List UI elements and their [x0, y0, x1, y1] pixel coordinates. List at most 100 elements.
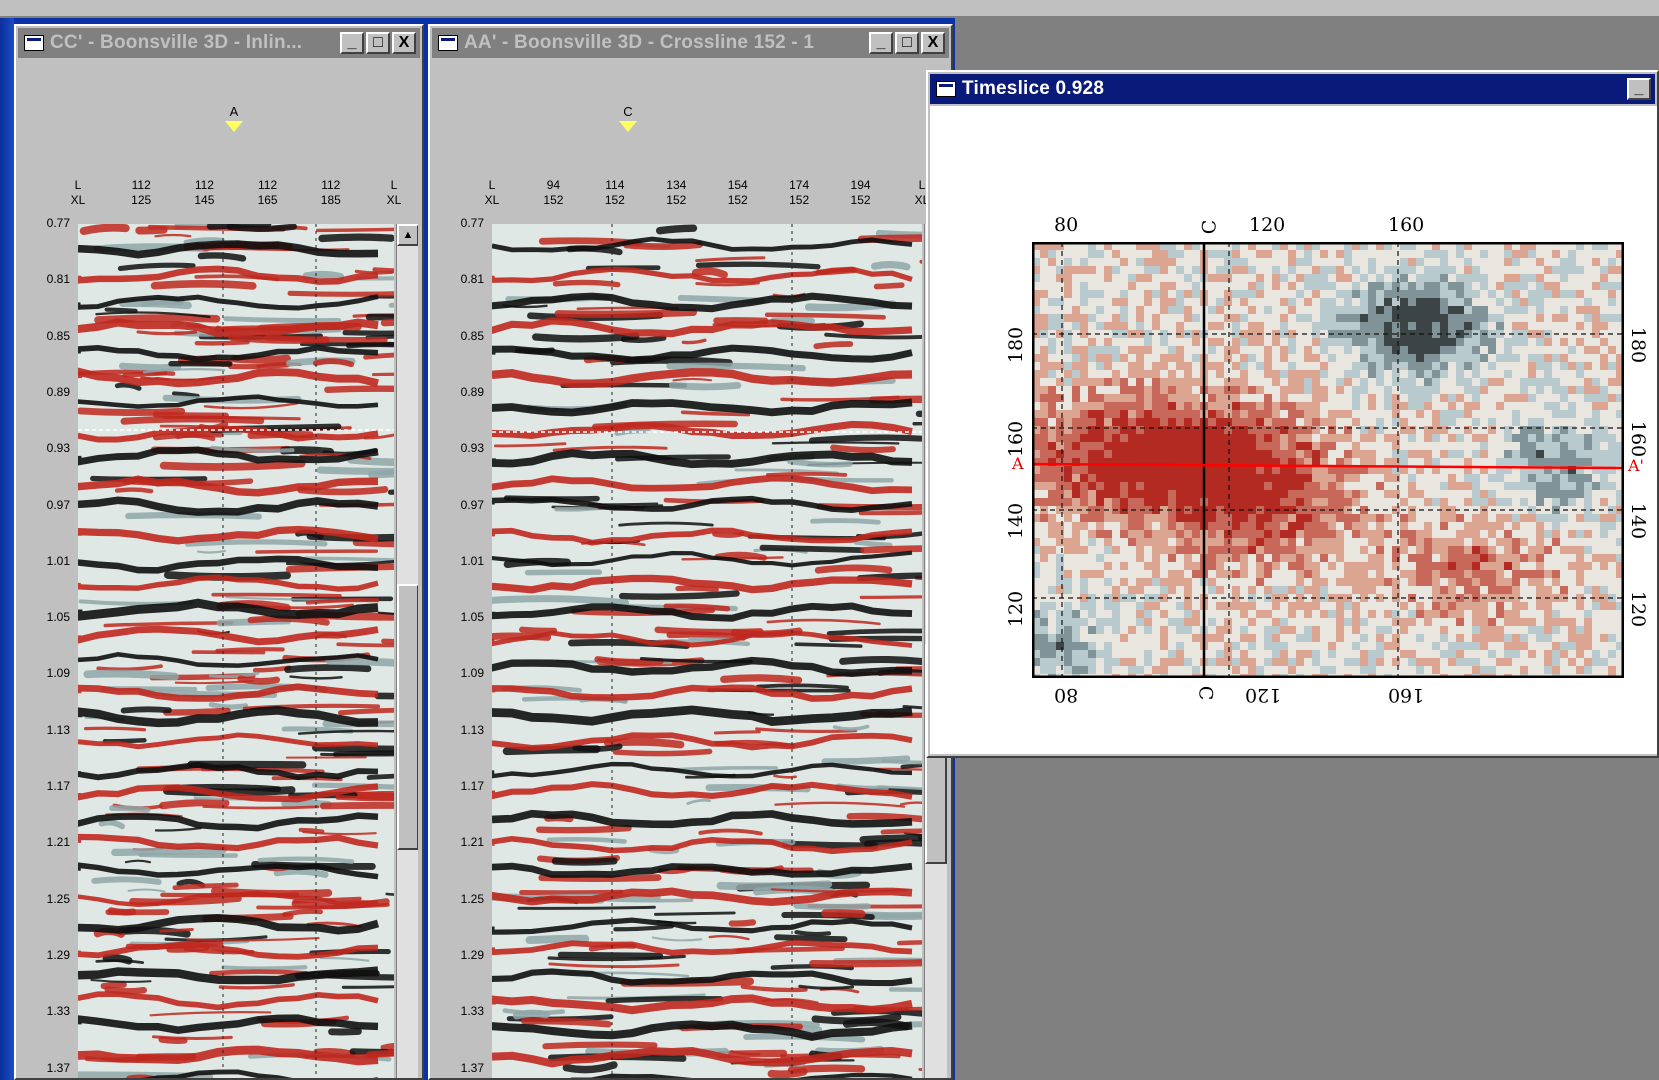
xaxis-label-line2: 125: [131, 193, 152, 207]
marker-triangle-icon: [619, 121, 637, 132]
timeslice-window[interactable]: Timeslice 0.928 _ 80 120 160 80 120 160 180 160…: [926, 70, 1659, 758]
map-right-tick: 180: [1627, 326, 1650, 364]
inline-window-titlebar[interactable]: CC' - Boonsville 3D - Inlin... _ □ X: [18, 28, 420, 58]
time-axis-label: 0.93: [46, 441, 70, 456]
xaxis-label-line1: 154: [727, 178, 748, 192]
inline-window-content: A L XL 112 125 112 145 112 165 112 185 L XL 0.77 0.8…: [20, 60, 418, 1078]
vertical-scrollbar[interactable]: ▲ ▼: [396, 224, 418, 1078]
xaxis-label-line1: 174: [789, 178, 810, 192]
inline-window-title: CC' - Boonsville 3D - Inlin...: [50, 32, 303, 53]
xaxis-label-line1: 114: [605, 178, 625, 192]
time-axis-label: 1.01: [460, 553, 484, 568]
map-top-tick: 120: [1249, 214, 1286, 236]
time-axis-label: 1.37: [46, 1060, 70, 1075]
xaxis-label: 134 152: [656, 178, 696, 208]
map-label-c-top: C: [1198, 219, 1221, 235]
crossline-window[interactable]: AA' - Boonsville 3D - Crossline 152 - 1 …: [428, 24, 953, 1080]
map-label-c-bottom: C: [1194, 685, 1217, 701]
xaxis-label-line1: 194: [850, 178, 871, 192]
maximize-button[interactable]: □: [895, 32, 919, 54]
window-icon: [24, 35, 44, 51]
window-icon: [438, 35, 458, 51]
xaxis-label: 114 152: [595, 178, 635, 208]
xaxis-label-line2: XL: [914, 193, 930, 207]
map-left-tick: 160: [1005, 420, 1028, 458]
desktop-background: [0, 0, 14, 1080]
time-axis-label: 1.21: [46, 835, 70, 850]
map-right-tick: 140: [1627, 502, 1650, 540]
xaxis-label-line2: 152: [850, 193, 871, 207]
time-axis-label: 0.93: [460, 441, 484, 456]
xaxis-label-line1: L: [918, 178, 926, 192]
timeslice-map[interactable]: [1032, 242, 1624, 678]
time-axis-label: 1.05: [460, 610, 484, 625]
time-axis-label: 1.13: [46, 722, 70, 737]
close-button[interactable]: X: [921, 32, 945, 54]
time-axis-label: 1.01: [46, 553, 70, 568]
xaxis-label-line2: 152: [789, 193, 810, 207]
xaxis-label: 94 152: [533, 178, 573, 208]
time-axis-label: 1.37: [460, 1060, 484, 1075]
xaxis-label: 112 185: [311, 178, 351, 208]
time-axis-label: 0.97: [46, 497, 70, 512]
inline-seismic-section[interactable]: [78, 224, 394, 1078]
time-axis-label: 1.29: [460, 947, 484, 962]
scroll-up-button[interactable]: ▲: [397, 224, 418, 246]
time-axis-label: 1.17: [460, 779, 484, 794]
section-marker-a: A: [222, 104, 246, 132]
inline-window[interactable]: CC' - Boonsville 3D - Inlin... _ □ X A L…: [14, 24, 424, 1080]
time-axis-label: 0.89: [460, 384, 484, 399]
map-bottom-tick: 80: [1054, 684, 1079, 706]
time-axis-label: 0.81: [460, 272, 484, 287]
map-label-a: A: [1012, 454, 1024, 473]
section-marker-c: C: [616, 104, 640, 132]
marker-triangle-icon: [225, 121, 243, 132]
xaxis-label: 112 125: [121, 178, 161, 208]
xaxis-label-line2: 152: [543, 193, 564, 207]
xaxis-label: L XL: [374, 178, 414, 208]
time-axis-label: 0.85: [46, 328, 70, 343]
map-left-tick: 120: [1005, 590, 1028, 628]
xaxis-label-line2: XL: [70, 193, 86, 207]
minimize-button[interactable]: _: [340, 32, 364, 54]
minimize-button[interactable]: _: [1627, 78, 1651, 100]
xaxis-label-line2: 152: [727, 193, 748, 207]
xaxis-label-line1: 112: [194, 178, 214, 192]
crossline-window-content: C L XL 94 152 114 152 134 152 154 152 174 152 194 152…: [434, 60, 947, 1078]
time-axis-label: 0.85: [460, 328, 484, 343]
xaxis-label: L XL: [58, 178, 98, 208]
xaxis-label-line1: L: [488, 178, 496, 192]
xaxis-label-line2: 152: [604, 193, 625, 207]
crossline-window-titlebar[interactable]: AA' - Boonsville 3D - Crossline 152 - 1 …: [432, 28, 949, 58]
time-axis-label: 1.05: [46, 610, 70, 625]
time-axis-label: 1.21: [460, 835, 484, 850]
time-axis-label: 1.25: [460, 891, 484, 906]
xaxis-label-line2: 152: [666, 193, 687, 207]
xaxis-label: 154 152: [718, 178, 758, 208]
time-axis-label: 1.09: [46, 666, 70, 681]
xaxis-label-line1: 94: [546, 178, 561, 192]
crossline-seismic-section[interactable]: [492, 224, 922, 1078]
xaxis-label-line1: 134: [666, 178, 687, 192]
xaxis-label: 194 152: [841, 178, 881, 208]
time-axis-label: 1.33: [46, 1004, 70, 1019]
map-bottom-tick: 120: [1245, 684, 1282, 706]
xaxis-label-line2: 185: [320, 193, 341, 207]
map-top-tick: 80: [1054, 214, 1079, 236]
timeslice-window-titlebar[interactable]: Timeslice 0.928 _: [930, 74, 1655, 104]
marker-label: C: [623, 104, 633, 119]
marker-label: A: [229, 104, 239, 119]
scroll-thumb[interactable]: [397, 584, 418, 850]
xaxis-label-line2: XL: [484, 193, 500, 207]
xaxis-label: 174 152: [779, 178, 819, 208]
xaxis-label-line1: 112: [258, 178, 278, 192]
close-button[interactable]: X: [392, 32, 416, 54]
time-axis-label: 1.09: [460, 666, 484, 681]
time-axis-label: 0.97: [460, 497, 484, 512]
minimize-button[interactable]: _: [869, 32, 893, 54]
xaxis-label-line2: XL: [386, 193, 402, 207]
maximize-button[interactable]: □: [366, 32, 390, 54]
timeslice-canvas: 80 120 160 80 120 160 180 160 140 120 180 160 140 120…: [930, 106, 1657, 754]
toolbar-strip: [0, 0, 1659, 18]
window-icon: [936, 81, 956, 97]
